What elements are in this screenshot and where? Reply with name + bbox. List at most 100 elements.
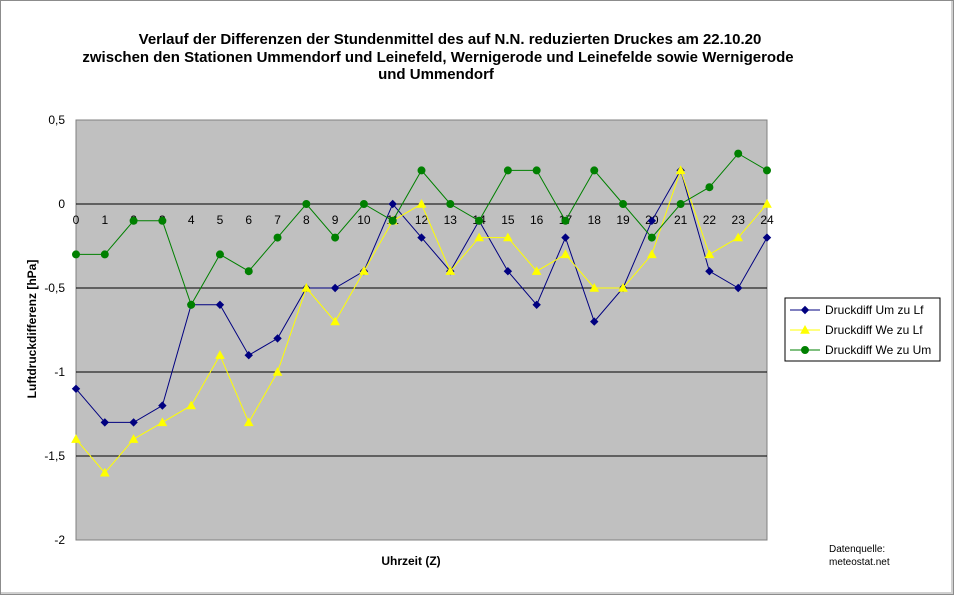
data-point: [215, 350, 225, 359]
x-tick-label: 7: [274, 213, 281, 227]
legend-swatch-marker: [800, 305, 810, 315]
data-point: [273, 334, 282, 343]
data-point: [531, 266, 542, 275]
data-point: [445, 266, 456, 275]
data-point: [618, 282, 628, 292]
data-point: [705, 183, 714, 192]
data-point: [215, 250, 224, 259]
chart-title-line-3: und Ummendorf: [378, 66, 495, 83]
data-point: [532, 166, 541, 175]
chart-title: Verlauf der Differenzen der Stundenmitte…: [82, 31, 793, 83]
x-tick-label: 21: [674, 213, 688, 227]
data-point: [100, 250, 109, 259]
legend-entry: Druckdiff Um zu Lf: [790, 303, 924, 317]
data-source: Datenquelle: meteostat.net: [829, 544, 890, 568]
data-point: [72, 250, 80, 259]
data-point: [589, 282, 600, 292]
data-point: [273, 233, 282, 242]
y-tick-label: -2: [54, 533, 65, 547]
x-tick-label: 22: [703, 213, 717, 227]
data-point: [359, 200, 368, 208]
gridlines: [76, 287, 767, 457]
y-tick-label: 0: [58, 197, 65, 211]
data-source-value: meteostat.net: [829, 557, 890, 568]
x-tick-label: 15: [501, 213, 515, 227]
data-point: [243, 417, 254, 427]
series-1: [71, 165, 772, 477]
data-point: [417, 233, 426, 242]
x-tick-label: 16: [530, 213, 544, 227]
series-layer: [71, 149, 772, 477]
data-point: [302, 200, 311, 208]
data-point: [561, 216, 570, 225]
y-axis-title: Luftdruckdifferenz [hPa]: [25, 260, 39, 399]
data-point: [158, 401, 167, 410]
x-tick-label: 4: [188, 213, 195, 227]
data-point: [100, 418, 109, 427]
data-point: [71, 384, 81, 394]
legend-label: Druckdiff Um zu Lf: [825, 303, 924, 317]
data-point: [244, 350, 253, 360]
data-point: [416, 198, 427, 208]
data-point: [244, 267, 253, 276]
x-tick-label: 23: [732, 213, 746, 227]
data-point: [474, 232, 484, 242]
legend-label: Druckdiff We zu Um: [825, 343, 931, 357]
data-point: [561, 233, 570, 242]
data-point: [71, 434, 81, 443]
data-point: [157, 417, 168, 427]
y-tick-label: -1,5: [44, 449, 65, 463]
data-point: [590, 317, 599, 326]
y-tick-label: -0,5: [44, 281, 65, 295]
data-point: [503, 266, 513, 276]
data-point: [532, 300, 541, 310]
y-tick-label: 0,5: [48, 113, 65, 127]
chart-title-line-2: zwischen den Stationen Ummendorf und Lei…: [82, 49, 793, 66]
x-tick-label: 24: [760, 213, 774, 227]
data-point: [647, 216, 657, 226]
data-point: [475, 216, 484, 225]
data-point: [590, 166, 599, 175]
data-point: [734, 283, 743, 293]
y-axis-ticks: 0,5 0 -0,5 -1 -1,5 -2: [44, 113, 65, 547]
data-point: [619, 200, 628, 208]
x-tick-label: 19: [616, 213, 630, 227]
x-tick-label: 9: [332, 213, 339, 227]
data-point: [330, 283, 340, 293]
data-point: [187, 300, 196, 309]
chart-title-line-1: Verlauf der Differenzen der Stundenmitte…: [139, 31, 762, 48]
data-point: [331, 233, 340, 242]
x-tick-label: 12: [415, 213, 429, 227]
legend: Druckdiff Um zu Lf Druckdiff We zu Lf Druc…: [784, 297, 941, 362]
data-point: [129, 418, 138, 427]
data-point: [503, 166, 512, 175]
x-tick-label: 8: [303, 213, 310, 227]
y-tick-label: -1: [54, 365, 65, 379]
x-tick-label: 0: [73, 213, 80, 227]
x-tick-label: 1: [101, 213, 108, 227]
data-point: [675, 165, 686, 175]
legend-label: Druckdiff We zu Lf: [825, 323, 923, 337]
data-point: [129, 216, 138, 225]
data-point: [762, 198, 772, 208]
data-point: [417, 166, 426, 175]
x-tick-label: 10: [357, 213, 371, 227]
data-point: [301, 282, 312, 292]
x-tick-label: 18: [588, 213, 602, 227]
data-point: [763, 166, 771, 175]
legend-swatch-marker: [800, 324, 810, 334]
data-point: [733, 232, 744, 242]
data-point: [446, 200, 455, 208]
x-tick-label: 5: [217, 213, 224, 227]
legend-entry: Druckdiff We zu Lf: [790, 323, 923, 337]
legend-swatch-marker: [801, 346, 809, 354]
data-point: [186, 400, 197, 410]
data-point: [359, 266, 369, 275]
data-point: [704, 249, 715, 259]
x-tick-label: 6: [245, 213, 252, 227]
x-axis-title: Uhrzeit (Z): [381, 554, 440, 568]
data-source-label: Datenquelle:: [829, 544, 885, 555]
data-point: [560, 249, 571, 259]
data-point: [676, 200, 685, 208]
